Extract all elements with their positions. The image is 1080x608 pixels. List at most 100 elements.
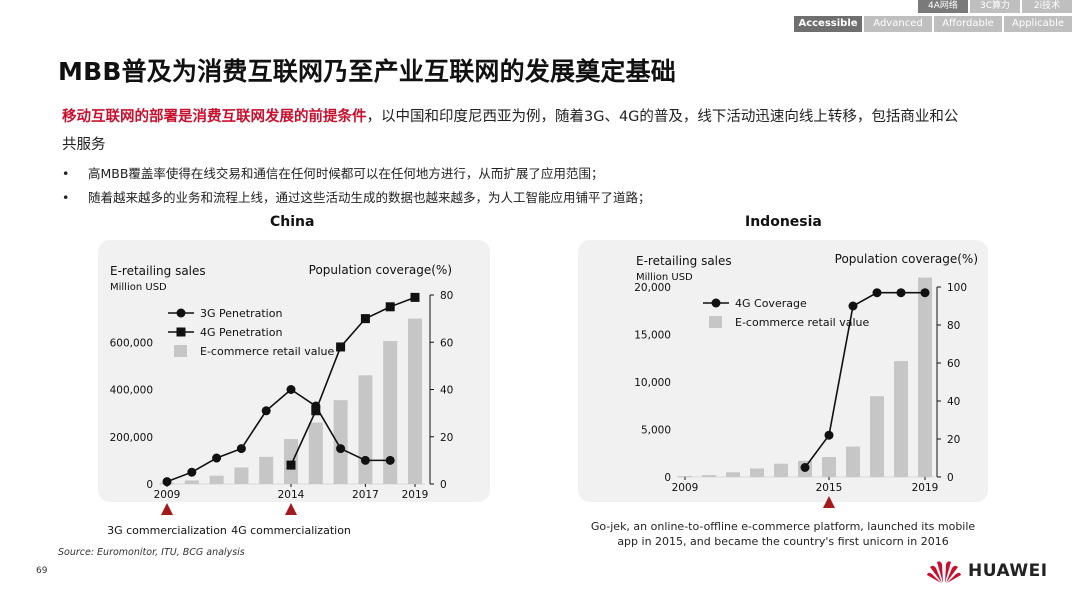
intro-text: ，以中国和印度尼西亚为例，随着3G、4G的普及，线下活动迅速向线上转移，包括商业… <box>62 109 959 153</box>
legend-square-icon <box>176 327 186 337</box>
bar-ecommerce-value <box>234 467 249 484</box>
bar-ecommerce-value <box>333 400 348 484</box>
series-point-circle <box>872 288 882 298</box>
bar-ecommerce-value <box>408 318 422 484</box>
nav-tab-accessible[interactable]: Accessible <box>794 16 862 32</box>
commercialization-label: 3G commercialization <box>107 524 227 537</box>
legend-label: 4G Coverage <box>735 297 807 310</box>
right-tick-label: 60 <box>947 358 960 370</box>
commercialization-marker-icon <box>823 496 835 508</box>
nav-tab-2i[interactable]: 2i技术 <box>1022 0 1072 13</box>
right-tick-label: 80 <box>947 320 960 332</box>
huawei-flower-icon <box>927 561 961 583</box>
series-point-circle <box>162 477 172 487</box>
bar-ecommerce-value <box>308 422 323 484</box>
intro-highlight: 移动互联网的部署是消费互联网发展的前提条件 <box>62 109 367 125</box>
series-point-circle <box>800 463 810 472</box>
right-tick-label: 0 <box>947 472 954 484</box>
right-tick-label: 40 <box>947 396 960 408</box>
left-tick-label: 0 <box>146 479 153 491</box>
series-point-circle <box>236 444 246 454</box>
series-line-3g-penetration <box>166 388 391 483</box>
series-point-square <box>410 292 420 302</box>
intro-paragraph: 移动互联网的部署是消费互联网发展的前提条件，以中国和印度尼西亚为例，随着3G、4… <box>62 103 962 159</box>
right-tick-label: 40 <box>440 385 453 397</box>
series-point-circle <box>360 455 370 465</box>
bar-ecommerce-value <box>870 396 884 477</box>
series-point-circle <box>824 430 834 440</box>
bullet-dot-icon: • <box>62 166 70 181</box>
bar-ecommerce-value <box>894 361 908 477</box>
right-tick-label: 20 <box>947 434 960 446</box>
bar-ecommerce-value <box>918 277 932 477</box>
left-axis-unit: Million USD <box>636 272 693 283</box>
right-tick-label: 100 <box>947 282 967 294</box>
x-tick-label: 2019 <box>402 489 429 501</box>
bar-ecommerce-value <box>678 476 692 477</box>
x-tick-label: 2019 <box>912 482 939 494</box>
right-axis-title: Population coverage(%) <box>309 263 452 277</box>
right-tick-label: 0 <box>440 479 447 491</box>
indonesia-note: Go-jek, an online-to-offline e-commerce … <box>590 520 976 548</box>
series-point-circle <box>385 455 395 465</box>
x-tick-label: 2014 <box>278 489 305 501</box>
series-point-circle <box>848 301 858 311</box>
nav-tab-applicable[interactable]: Applicable <box>1004 16 1072 32</box>
bullet-text: 高MBB覆盖率使得在线交易和通信在任何时候都可以在任何地方进行，从而扩展了应用范… <box>88 166 604 181</box>
legend-label: 3G Penetration <box>200 307 282 320</box>
legend-label: E-commerce retail value <box>735 316 869 329</box>
commercialization-marker-icon <box>285 503 297 515</box>
logo-text: HUAWEI <box>968 561 1048 581</box>
bullet-text: 随着越来越多的业务和流程上线，通过这些活动生成的数据也越来越多，为人工智能应用铺… <box>88 190 651 205</box>
chart-title-indonesia: Indonesia <box>745 214 822 230</box>
bullet-item: • 高MBB覆盖率使得在线交易和通信在任何时候都可以在任何地方进行，从而扩展了应用… <box>62 162 651 186</box>
legend-label: E-commerce retail value <box>200 345 334 358</box>
page-number: 69 <box>36 566 48 576</box>
series-point-circle <box>261 406 271 416</box>
x-tick-label: 2009 <box>154 489 181 501</box>
series-point-circle <box>286 385 296 394</box>
page-title: MBB普及为消费互联网乃至产业互联网的发展奠定基础 <box>58 57 676 86</box>
huawei-logo: HUAWEI <box>926 558 1048 584</box>
bar-ecommerce-value <box>184 480 199 484</box>
bar-ecommerce-value <box>358 375 373 484</box>
legend-circle-icon <box>711 298 721 308</box>
commercialization-marker-icon <box>161 503 173 515</box>
legend-bar-icon <box>709 316 722 328</box>
bar-ecommerce-value <box>750 468 764 477</box>
x-tick-label: 2017 <box>352 489 379 501</box>
source-note: Source: Euromonitor, ITU, BCG analysis <box>58 547 245 558</box>
left-axis-title: E-retailing sales <box>110 264 206 278</box>
bar-ecommerce-value <box>702 475 716 477</box>
bar-ecommerce-value <box>726 472 740 477</box>
left-axis-title: E-retailing sales <box>636 254 732 268</box>
nav-tab-4a[interactable]: 4A网络 <box>918 0 968 13</box>
legend-label: 4G Penetration <box>200 326 282 339</box>
bar-ecommerce-value <box>822 457 836 477</box>
nav-tab-affordable[interactable]: Affordable <box>934 16 1002 32</box>
commercialization-label: 4G commercialization <box>231 524 351 537</box>
nav-tab-3c[interactable]: 3C算力 <box>970 0 1020 13</box>
legend-circle-icon <box>176 308 186 318</box>
bar-ecommerce-value <box>774 463 788 477</box>
series-point-square <box>385 302 395 312</box>
left-tick-label: 10,000 <box>634 377 671 389</box>
series-point-circle <box>187 467 197 477</box>
section-nav: 4A网络 3C算力 2i技术 Accessible Advanced Affor… <box>792 0 1072 32</box>
series-point-square <box>311 406 321 416</box>
x-tick-label: 2015 <box>816 482 843 494</box>
nav-tab-advanced[interactable]: Advanced <box>864 16 932 32</box>
bar-ecommerce-value <box>846 446 860 477</box>
series-point-circle <box>920 288 930 298</box>
series-point-square <box>286 460 296 470</box>
legend-bar-icon <box>174 345 187 357</box>
bar-ecommerce-value <box>383 341 398 484</box>
bullet-dot-icon: • <box>62 190 70 205</box>
right-tick-label: 60 <box>440 337 453 349</box>
left-tick-label: 400,000 <box>110 385 153 397</box>
left-axis-unit: Million USD <box>110 282 167 293</box>
left-tick-label: 20,000 <box>634 282 671 294</box>
left-tick-label: 5,000 <box>641 425 671 437</box>
